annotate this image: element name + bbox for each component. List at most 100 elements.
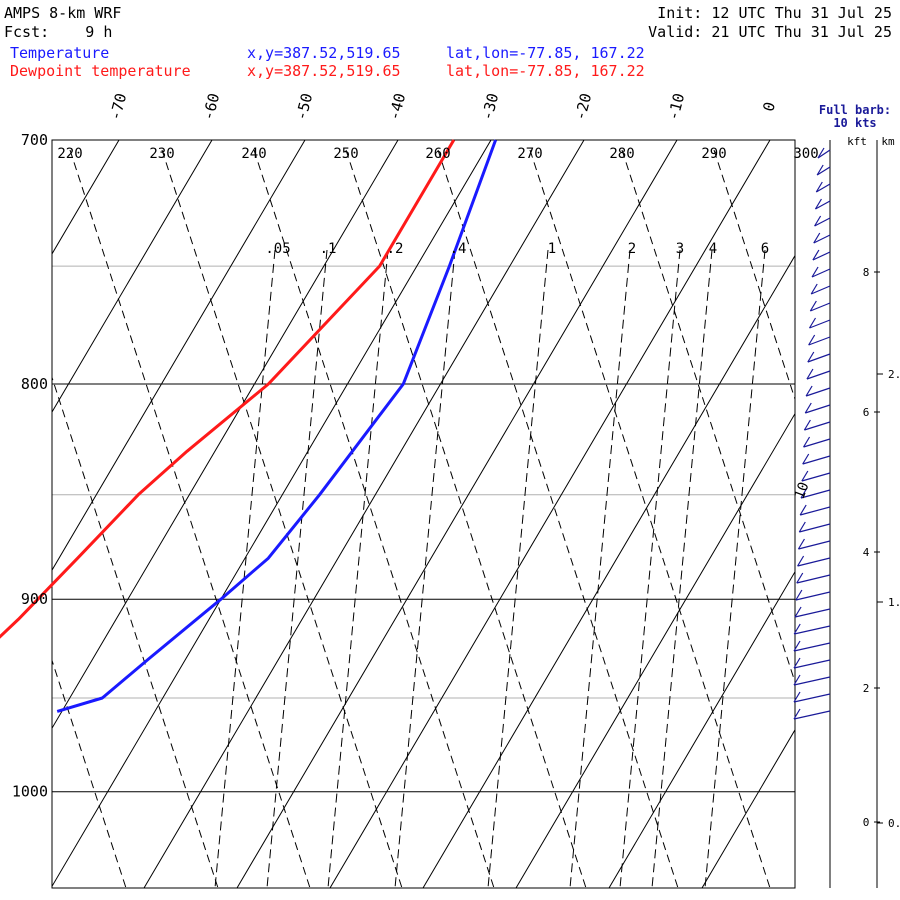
isotherm <box>236 140 678 888</box>
wind-barb <box>812 251 831 261</box>
valid-time: Valid: 21 UTC Thu 31 Jul 25 <box>648 23 892 41</box>
mixing-ratio-label: 2 <box>628 241 636 257</box>
wind-barb-flag <box>811 266 819 278</box>
temperature-profile <box>56 139 498 713</box>
wind-barb-flag <box>808 334 816 346</box>
theta-tick-label: 280 <box>609 146 634 162</box>
mixing-ratio-label: 1 <box>548 241 556 257</box>
wind-barb <box>793 676 831 686</box>
wind-barb-flag <box>795 589 803 601</box>
wind-barb-flag <box>817 147 825 159</box>
wind-barb <box>805 387 831 397</box>
barb-legend-title: Full barb: <box>819 103 891 117</box>
mixing-ratio-label: .4 <box>450 241 467 257</box>
wind-barb <box>805 404 831 414</box>
isotherm <box>143 140 585 888</box>
wind-barb <box>794 608 831 618</box>
kft-tick-label: 1. <box>888 596 900 609</box>
wind-barb-flag <box>815 181 823 193</box>
theta-tick-label: 270 <box>517 146 542 162</box>
forecast-hour: Fcst: 9 h <box>4 23 113 41</box>
wind-barb <box>809 319 831 329</box>
mixing-ratio-line <box>704 249 766 888</box>
wind-barb <box>804 421 831 431</box>
wind-barb <box>795 591 831 601</box>
mixing-ratio-line <box>394 249 456 888</box>
kft-tick-label: 0. <box>888 817 900 830</box>
temperature-latlon: lat,lon=-77.85, 167.22 <box>446 44 645 62</box>
isotherm-tick-label: 0 <box>759 100 779 113</box>
theta-tick-label: 260 <box>425 146 450 162</box>
plot-frame <box>51 139 796 889</box>
wind-barb-flag <box>814 215 822 227</box>
mixing-ratio-label: .1 <box>320 241 337 257</box>
wind-barb-flag <box>812 249 820 261</box>
wind-barb <box>802 455 831 465</box>
wind-barb <box>810 285 831 295</box>
wind-barb <box>801 472 831 482</box>
wind-barb-flag <box>797 555 805 567</box>
dry-adiabat <box>69 149 311 888</box>
mixing-ratio-line <box>266 249 328 888</box>
pressure-tick-label: 800 <box>21 375 48 393</box>
dewpoint-legend-label: Dewpoint temperature <box>10 62 191 80</box>
wind-barb <box>807 353 831 363</box>
wind-barb <box>800 489 831 499</box>
isotherm-tick-label: -50 <box>292 91 316 122</box>
dewpoint-latlon: lat,lon=-77.85, 167.22 <box>446 62 645 80</box>
barb-label: 10 <box>792 480 813 501</box>
theta-tick-label: 230 <box>149 146 174 162</box>
isotherm <box>52 140 306 572</box>
dry-adiabat <box>713 149 795 401</box>
wind-barb-flag <box>793 640 801 652</box>
wind-barb <box>808 336 831 346</box>
dry-adiabat <box>621 149 795 684</box>
wind-barb <box>794 625 831 635</box>
isotherm <box>329 140 771 888</box>
mixing-ratio-label: 6 <box>761 241 769 257</box>
wind-barb-flag <box>813 232 821 244</box>
wind-barb-flag <box>807 351 815 363</box>
wind-barb-flag <box>800 487 808 499</box>
km-tick-label: 2 <box>863 682 870 695</box>
mixing-ratio-line <box>619 249 681 888</box>
isotherm-tick-label: -10 <box>664 91 688 122</box>
mixing-ratio-label: 3 <box>676 241 684 257</box>
wind-barb-flag <box>796 572 804 584</box>
wind-barb-flag <box>810 283 818 295</box>
wind-barb <box>797 557 831 567</box>
isotherm <box>52 140 213 413</box>
theta-tick-label: 250 <box>333 146 358 162</box>
wind-barb-flag <box>814 198 822 210</box>
dry-adiabat <box>253 149 495 888</box>
mixing-ratio-label: .2 <box>387 241 404 257</box>
wind-barb-flag <box>803 436 811 448</box>
wind-barb-flag <box>804 402 812 414</box>
model-title: AMPS 8-km WRF <box>4 4 122 22</box>
pressure-tick-label: 700 <box>21 131 48 149</box>
wind-barb-flag <box>808 317 817 329</box>
km-tick-label: 6 <box>863 406 870 419</box>
isotherm-tick-label: -60 <box>199 91 223 122</box>
kft-unit-label: kft <box>847 135 867 148</box>
wind-barb <box>816 166 831 176</box>
wind-barb-flag <box>797 538 805 550</box>
isotherm-tick-label: -40 <box>385 91 409 122</box>
wind-barb-flag <box>793 657 801 669</box>
wind-barb-flag <box>793 708 801 720</box>
wind-barb <box>793 693 831 703</box>
wind-barb <box>793 642 831 652</box>
mixing-ratio-line <box>651 249 713 888</box>
wind-barb <box>799 523 831 533</box>
km-tick-label: 8 <box>863 266 870 279</box>
wind-barb-flag <box>799 504 807 516</box>
isotherm <box>52 140 120 255</box>
dry-adiabat <box>529 149 771 888</box>
isotherm <box>52 140 399 730</box>
dry-adiabat <box>806 150 900 888</box>
wind-barb <box>810 302 831 312</box>
dry-adiabat <box>161 149 403 888</box>
wind-barb-flag <box>793 691 801 703</box>
wind-barb-flag <box>793 674 801 686</box>
